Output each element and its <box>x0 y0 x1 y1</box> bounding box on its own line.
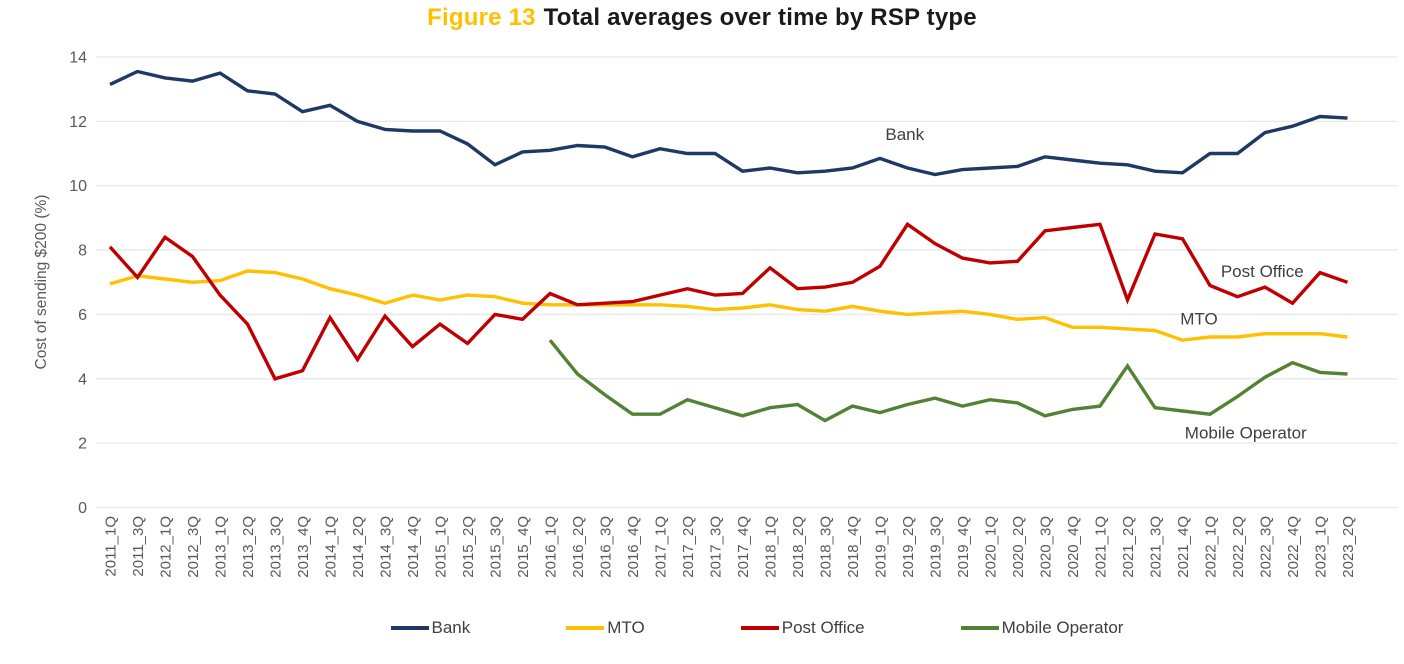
x-tick-label: 2015_3Q <box>488 516 505 578</box>
y-tick-label: 8 <box>78 243 87 260</box>
x-tick-label: 2014_2Q <box>350 516 367 578</box>
x-tick-label: 2021_4Q <box>1175 516 1192 578</box>
bank-series-label: Bank <box>885 125 924 144</box>
legend-item-post-office[interactable]: Post Office <box>740 618 865 638</box>
y-tick-label: 2 <box>78 436 87 453</box>
y-axis-title: Cost of sending $200 (%) <box>33 195 50 370</box>
y-tick-label: 4 <box>78 371 87 388</box>
y-tick-label: 12 <box>69 114 87 131</box>
chart-title-text: Total averages over time by RSP type <box>543 4 977 31</box>
x-tick-label: 2021_3Q <box>1148 516 1165 578</box>
legend-label-mobile-operator: Mobile Operator <box>1001 618 1124 637</box>
y-tick-label: 6 <box>78 307 87 324</box>
bank-line-swatch <box>390 626 429 630</box>
chart-legend: Bank MTO Post Office Mobile Operator <box>0 618 1404 638</box>
x-tick-label: 2014_4Q <box>405 516 422 578</box>
x-tick-label: 2021_1Q <box>1093 516 1110 578</box>
x-tick-label: 2018_2Q <box>790 516 807 578</box>
x-tick-label: 2017_3Q <box>708 516 725 578</box>
chart-title: Figure 13 Total averages over time by RSP… <box>0 4 1404 32</box>
post-office-series-label: Post Office <box>1221 262 1304 281</box>
post-office-line-swatch <box>740 626 779 630</box>
mobile-operator-series-label: Mobile Operator <box>1185 424 1307 443</box>
x-tick-label: 2020_4Q <box>1065 516 1082 578</box>
x-tick-label: 2012_3Q <box>185 516 202 578</box>
x-tick-label: 2016_2Q <box>570 516 587 578</box>
x-tick-label: 2016_3Q <box>598 516 615 578</box>
x-tick-label: 2020_1Q <box>983 516 1000 578</box>
x-tick-label: 2015_2Q <box>460 516 477 578</box>
x-tick-label: 2018_4Q <box>845 516 862 578</box>
x-tick-label: 2013_4Q <box>295 516 312 578</box>
y-tick-label: 14 <box>69 50 87 67</box>
post-office-line <box>108 221 1349 381</box>
x-tick-label: 2017_4Q <box>735 516 752 578</box>
x-tick-label: 2022_4Q <box>1285 516 1302 578</box>
mto-line <box>109 269 1348 342</box>
x-tick-label: 2022_1Q <box>1203 516 1220 578</box>
x-tick-label: 2017_2Q <box>680 516 697 578</box>
x-tick-label: 2020_2Q <box>1010 516 1027 578</box>
mto-line-swatch <box>566 626 605 630</box>
y-tick-label: 10 <box>69 178 87 195</box>
legend-item-mobile-operator[interactable]: Mobile Operator <box>960 618 1124 638</box>
mobile-operator-line <box>548 339 1348 423</box>
legend-label-bank: Bank <box>431 618 471 637</box>
x-tick-label: 2017_1Q <box>653 516 670 578</box>
x-tick-label: 2013_2Q <box>240 516 257 578</box>
plot-area: 0 2 4 6 8 10 12 14 Cost of sending $200 (%) 2011_… <box>33 50 1398 578</box>
mobile-operator-line-swatch <box>960 626 999 630</box>
legend-label-post-office: Post Office <box>781 618 865 637</box>
x-tick-label: 2019_3Q <box>928 516 945 578</box>
x-tick-label: 2013_3Q <box>268 516 285 578</box>
x-tick-label: 2023_2Q <box>1340 516 1357 578</box>
legend-item-mto[interactable]: MTO <box>566 618 645 638</box>
mto-series-label: MTO <box>1180 309 1217 328</box>
x-tick-label: 2015_1Q <box>433 516 450 578</box>
x-tick-label: 2019_4Q <box>955 516 972 578</box>
x-tick-label: 2016_4Q <box>625 516 642 578</box>
x-tick-label: 2023_1Q <box>1313 516 1330 578</box>
x-tick-label: 2014_1Q <box>323 516 340 578</box>
x-tick-label: 2015_4Q <box>515 516 532 578</box>
x-tick-label: 2022_2Q <box>1230 516 1247 578</box>
bank-line <box>109 69 1348 177</box>
x-tick-label: 2022_3Q <box>1258 516 1275 578</box>
x-tick-label: 2013_1Q <box>213 516 230 578</box>
x-tick-label: 2014_3Q <box>378 516 395 578</box>
x-tick-label: 2011_1Q <box>103 516 120 577</box>
x-tick-label: 2011_3Q <box>130 516 147 577</box>
x-tick-label: 2012_1Q <box>158 516 175 578</box>
x-tick-label: 2019_2Q <box>900 516 917 578</box>
x-tick-label: 2018_3Q <box>818 516 835 578</box>
x-tick-label: 2020_3Q <box>1038 516 1055 578</box>
legend-label-mto: MTO <box>607 618 645 637</box>
x-tick-label: 2016_1Q <box>543 516 560 578</box>
figure-number-label: Figure 13 <box>427 4 536 31</box>
x-tick-label: 2019_1Q <box>873 516 890 578</box>
x-tick-label: 2018_1Q <box>763 516 780 578</box>
legend-item-bank[interactable]: Bank <box>390 618 471 638</box>
x-tick-label: 2021_2Q <box>1120 516 1137 578</box>
y-tick-label: 0 <box>78 500 87 517</box>
